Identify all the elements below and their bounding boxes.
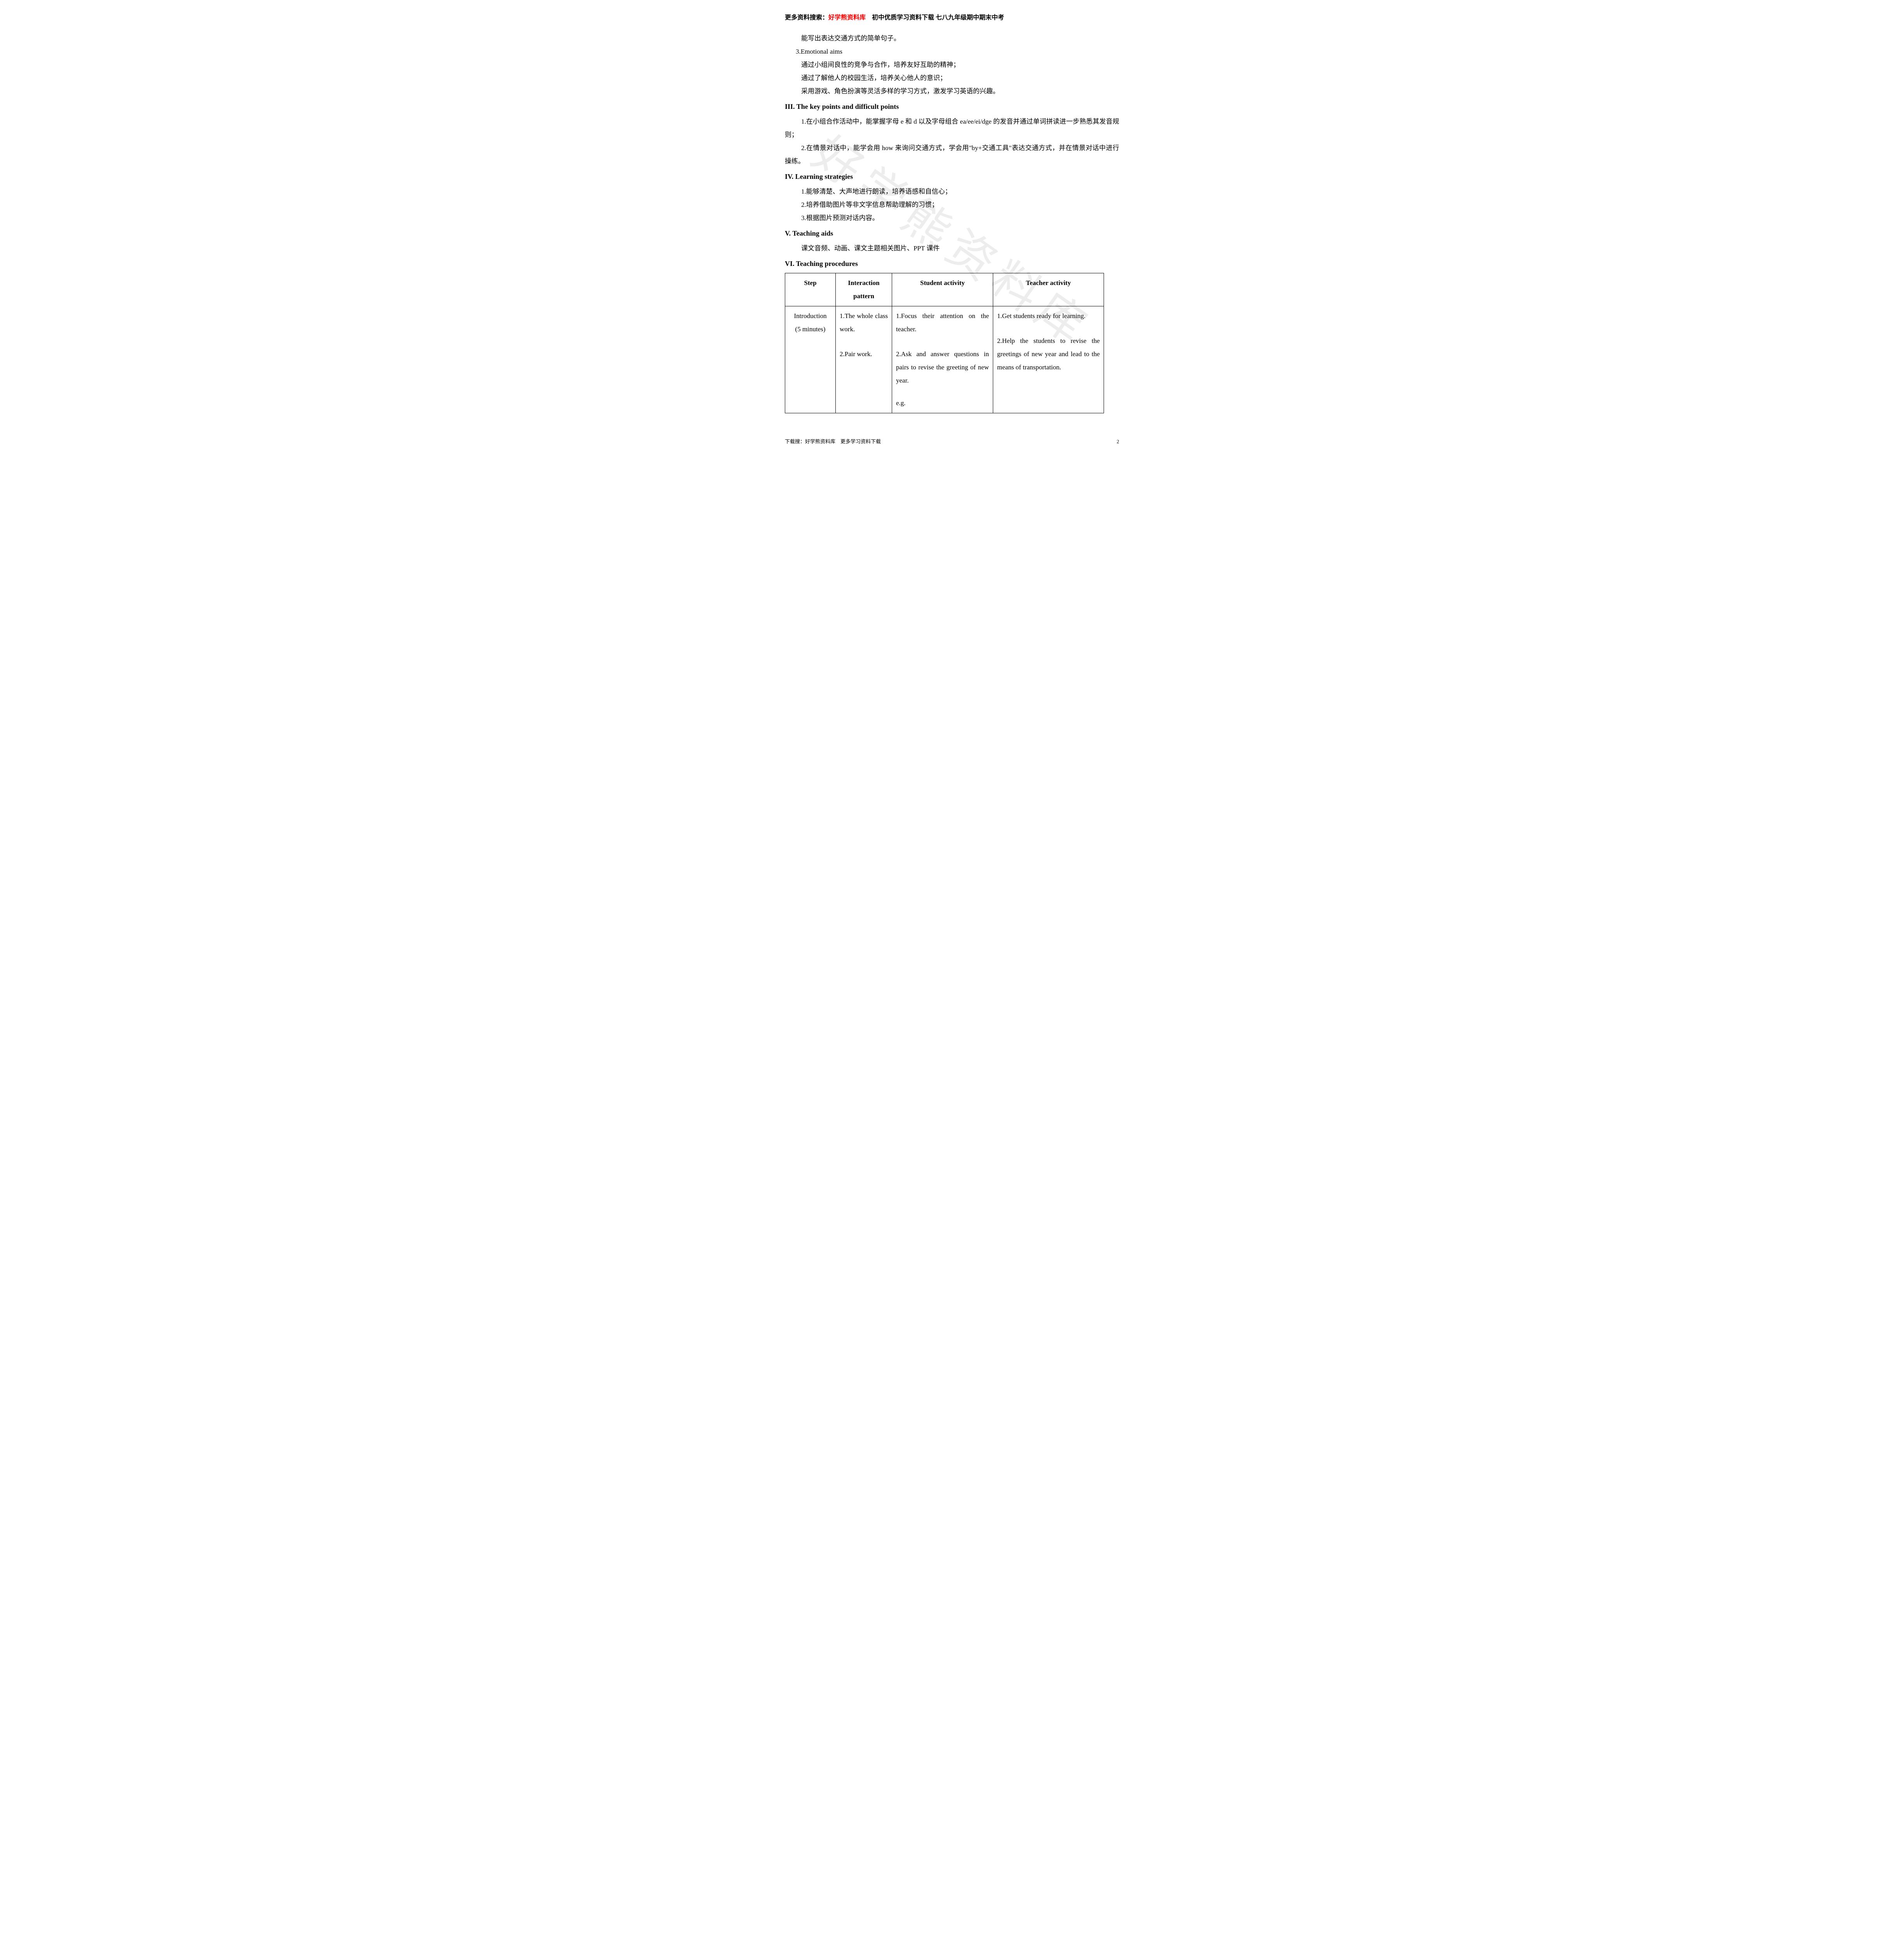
page-header: 更多资料搜索：好学熊资料库 初中优质学习资料下载 七八九年级期中期末中考 <box>785 12 1119 24</box>
th-teacher: Teacher activity <box>993 273 1104 306</box>
section-iv-p3: 3.根据图片预测对话内容。 <box>785 212 1119 225</box>
line-emotional-3: 采用游戏、角色扮演等灵活多样的学习方式，激发学习英语的兴趣。 <box>785 85 1119 98</box>
page-footer: 下载搜：好学熊资料库 更多学习资料下载 2 <box>785 437 1119 447</box>
heading-section-iv: IV. Learning strategies <box>785 170 1119 184</box>
header-suffix: 初中优质学习资料下载 七八九年级期中期末中考 <box>866 14 1004 21</box>
line-skill-writing: 能写出表达交通方式的简单句子。 <box>785 32 1119 45</box>
step-duration: (5 minutes) <box>789 323 831 336</box>
th-student: Student activity <box>892 273 993 306</box>
student-eg: e.g. <box>896 397 989 410</box>
student-item-2: 2.Ask and answer questions in pairs to r… <box>896 348 989 387</box>
step-name: Introduction <box>789 309 831 323</box>
teacher-item-2: 2.Help the students to revise the greeti… <box>997 334 1100 374</box>
teaching-procedures-table: Step Interaction pattern Student activit… <box>785 273 1104 413</box>
footer-text: 下载搜：好学熊资料库 更多学习资料下载 <box>785 439 881 444</box>
heading-section-v: V. Teaching aids <box>785 226 1119 240</box>
header-brand-red: 好学熊资料库 <box>828 14 866 21</box>
teacher-item-1: 1.Get students ready for learning. <box>997 309 1100 323</box>
table-row: Introduction (5 minutes) 1.The whole cla… <box>785 306 1104 413</box>
cell-teacher: 1.Get students ready for learning. 2.Hel… <box>993 306 1104 413</box>
cell-student: 1.Focus their attention on the teacher. … <box>892 306 993 413</box>
heading-section-iii: III. The key points and difficult points <box>785 100 1119 114</box>
student-item-1: 1.Focus their attention on the teacher. <box>896 309 989 336</box>
th-step: Step <box>785 273 836 306</box>
section-iii-p1: 1.在小组合作活动中，能掌握字母 e 和 d 以及字母组合 ea/ee/ei/d… <box>785 115 1119 142</box>
table-header-row: Step Interaction pattern Student activit… <box>785 273 1104 306</box>
subheading-emotional-aims: 3.Emotional aims <box>785 45 1119 58</box>
interaction-item-1: 1.The whole class work. <box>840 309 888 336</box>
line-emotional-1: 通过小组间良性的竞争与合作，培养友好互助的精神； <box>785 58 1119 72</box>
cell-interaction: 1.The whole class work. 2.Pair work. <box>836 306 892 413</box>
cell-step: Introduction (5 minutes) <box>785 306 836 413</box>
section-iv-p1: 1.能够清楚、大声地进行朗读，培养语感和自信心； <box>785 185 1119 198</box>
interaction-item-2: 2.Pair work. <box>840 348 888 361</box>
heading-section-vi: VI. Teaching procedures <box>785 257 1119 271</box>
section-iii-p2: 2.在情景对话中，能学会用 how 来询问交通方式，学会用"by+交通工具"表达… <box>785 142 1119 168</box>
line-emotional-2: 通过了解他人的校园生活，培养关心他人的意识； <box>785 72 1119 85</box>
page-number: 2 <box>1117 437 1120 447</box>
th-interaction: Interaction pattern <box>836 273 892 306</box>
section-v-p1: 课文音频、动画、课文主题相关图片、PPT 课件 <box>785 242 1119 255</box>
header-prefix: 更多资料搜索： <box>785 14 828 21</box>
section-iv-p2: 2.培养借助图片等非文字信息帮助理解的习惯； <box>785 198 1119 212</box>
